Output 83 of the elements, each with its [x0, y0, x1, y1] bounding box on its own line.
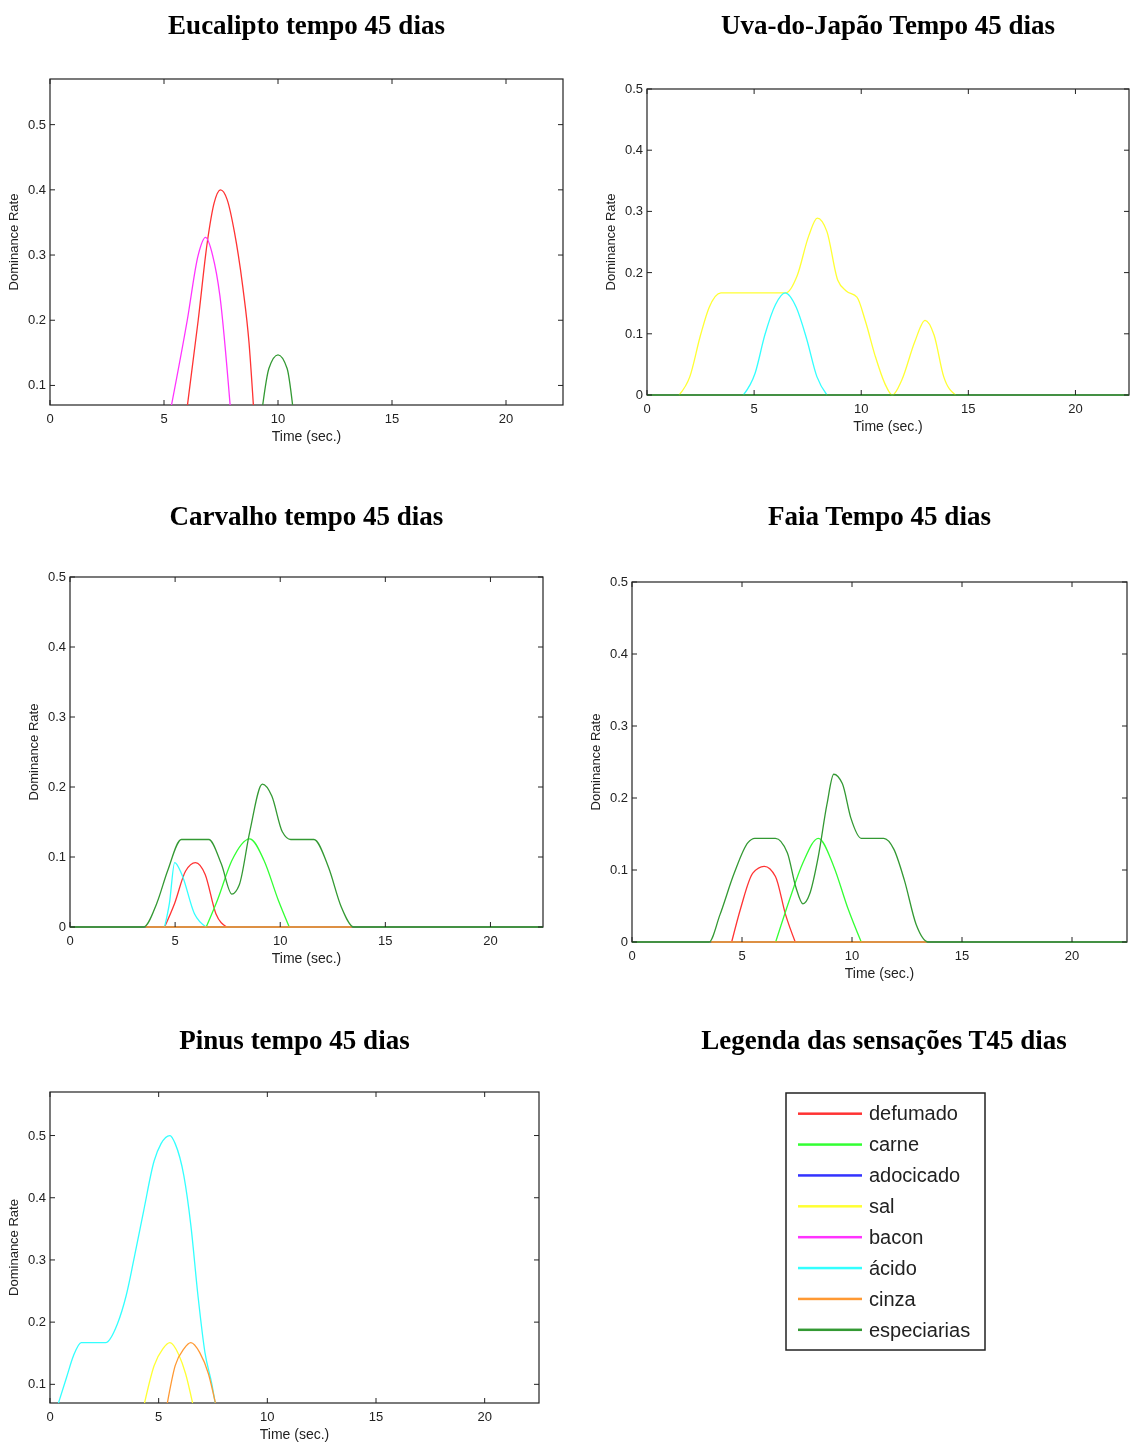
chart-title: Carvalho tempo 45 dias — [169, 501, 444, 531]
y-tick-label: 0.4 — [624, 142, 643, 158]
x-tick-label: 10 — [853, 401, 869, 416]
y-tick-label: 0.4 — [47, 639, 66, 654]
y-tick-label: 0.5 — [47, 569, 66, 584]
legend-label: especiarias — [869, 1318, 971, 1341]
x-axis-title: Time (sec.) — [844, 965, 915, 981]
line-series — [205, 838, 290, 928]
x-tick-label: 5 — [750, 401, 758, 416]
x-tick-label: 5 — [160, 411, 168, 426]
legend-label: cinza — [869, 1287, 917, 1310]
y-tick-label: 0 — [635, 387, 643, 402]
y-tick-label: 0.1 — [624, 325, 643, 341]
x-tick-label: 10 — [272, 933, 288, 948]
y-tick-label: 0.3 — [624, 203, 643, 219]
chart-title: Uva-do-Japão Tempo 45 dias — [721, 10, 1055, 40]
line-series — [731, 865, 796, 943]
y-tick-label: 0.4 — [27, 1189, 46, 1205]
y-axis-title: Dominance Rate — [26, 703, 41, 801]
y-tick-label: 0.2 — [27, 1314, 46, 1330]
y-tick-label: 0.5 — [27, 116, 46, 132]
x-tick-label: 20 — [1064, 948, 1080, 963]
y-tick-label: 0.2 — [624, 264, 643, 280]
legend-label: defumado — [869, 1102, 958, 1125]
line-series — [163, 861, 207, 928]
legend-label: ácido — [869, 1256, 917, 1279]
y-tick-label: 0.3 — [609, 718, 628, 733]
y-tick-label: 0.4 — [609, 646, 628, 661]
y-tick-label: 0.3 — [27, 1251, 46, 1267]
y-tick-label: 0.1 — [47, 849, 66, 864]
line-series — [775, 837, 862, 943]
x-axis-title: Time (sec.) — [259, 1426, 330, 1442]
chart-title: Eucalipto tempo 45 dias — [168, 10, 445, 40]
x-tick-label: 20 — [483, 933, 498, 948]
line-series — [678, 217, 957, 396]
x-tick-label: 10 — [260, 1409, 275, 1424]
x-tick-label: 5 — [155, 1409, 163, 1424]
x-tick-label: 15 — [378, 933, 393, 948]
y-tick-label: 0.3 — [47, 709, 66, 724]
x-tick-label: 5 — [738, 948, 746, 963]
y-tick-label: 0.2 — [609, 790, 628, 805]
chart-title: Pinus tempo 45 dias — [179, 1025, 410, 1055]
y-axis-title: Dominance Rate — [6, 193, 21, 291]
line-series — [143, 1342, 194, 1404]
y-axis-title: Dominance Rate — [6, 1199, 21, 1296]
x-tick-label: 20 — [477, 1409, 492, 1424]
y-tick-label: 0.2 — [47, 779, 66, 794]
y-axis-title: Dominance Rate — [603, 193, 618, 291]
line-series — [170, 236, 231, 406]
y-tick-label: 0.5 — [27, 1127, 46, 1143]
x-tick-label: 10 — [270, 411, 286, 426]
text: Legenda das sensações T45 dias — [701, 1025, 1067, 1055]
line-series — [742, 292, 828, 396]
legend-label: bacon — [869, 1225, 924, 1248]
legend-label: carne — [869, 1133, 920, 1156]
y-tick-label: 0.1 — [609, 862, 628, 877]
y-tick-label: 0 — [58, 919, 66, 934]
y-tick-label: 0.3 — [27, 247, 46, 263]
y-axis-title: Dominance Rate — [588, 713, 603, 811]
y-tick-label: 0.1 — [27, 377, 46, 393]
y-tick-label: 0.5 — [609, 574, 628, 589]
x-tick-label: 20 — [498, 411, 514, 426]
y-tick-label: 0.2 — [27, 312, 46, 328]
x-tick-label: 10 — [844, 948, 860, 963]
line-series — [186, 189, 255, 406]
x-tick-label: 15 — [384, 411, 400, 426]
x-axis-title: Time (sec.) — [853, 418, 923, 434]
x-axis-title: Time (sec.) — [271, 428, 342, 444]
y-tick-label: 0.4 — [27, 181, 46, 197]
x-tick-label: 5 — [171, 933, 179, 948]
line-series — [166, 1342, 217, 1404]
line-series — [163, 861, 228, 928]
legend-label: sal — [869, 1195, 895, 1218]
x-tick-label: 20 — [1068, 401, 1083, 416]
legend-label: adocicado — [869, 1164, 961, 1187]
y-tick-label: 0.5 — [624, 81, 643, 96]
x-tick-label: 15 — [368, 1409, 384, 1424]
line-series — [57, 1134, 216, 1404]
x-tick-label: 15 — [961, 401, 976, 416]
x-axis-title: Time (sec.) — [271, 950, 342, 966]
chart-title: Faia Tempo 45 dias — [768, 501, 991, 531]
y-tick-label: 0.1 — [27, 1376, 46, 1392]
x-tick-label: 15 — [954, 948, 970, 963]
